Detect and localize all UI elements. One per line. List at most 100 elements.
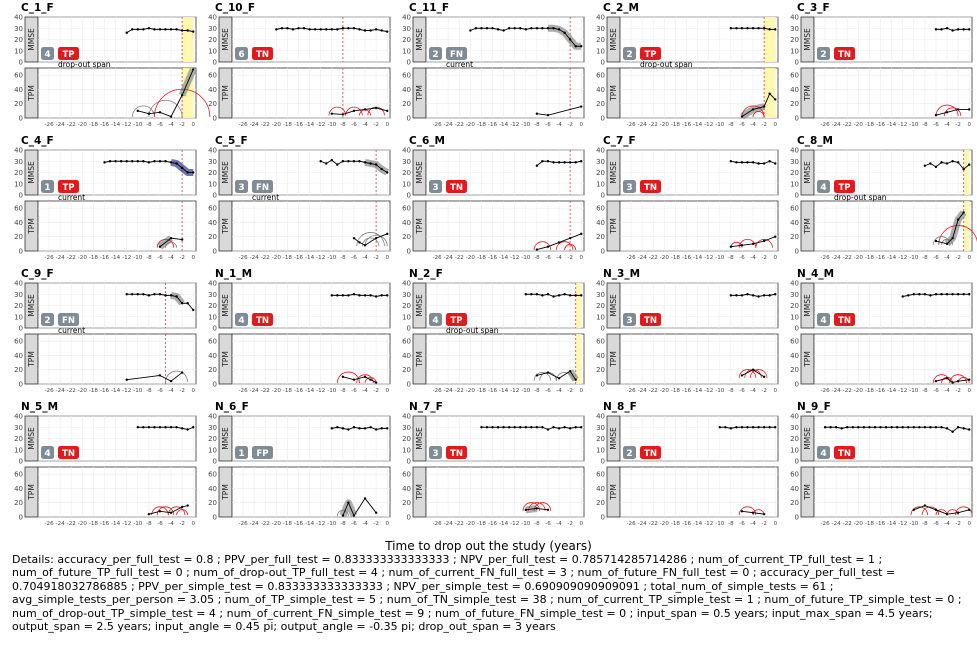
y-tick-label: 10 xyxy=(402,313,411,321)
tpm-arc xyxy=(176,509,189,516)
mmse-point xyxy=(568,427,572,430)
mmse-point xyxy=(164,294,167,297)
tpm-point xyxy=(740,510,744,513)
mmse-point xyxy=(557,28,561,31)
tpm-arc xyxy=(154,88,211,118)
mmse-strip-label: MMSE xyxy=(609,161,618,184)
tpm-plot-area xyxy=(425,67,585,119)
y-tick-label: 60 xyxy=(208,205,217,213)
y-tick-label: 40 xyxy=(14,352,23,360)
tpm-point xyxy=(774,98,777,101)
mmse-strip-label: MMSE xyxy=(609,28,618,51)
y-tick-label: 20 xyxy=(790,100,799,108)
mmse-point xyxy=(563,426,566,429)
mmse-point xyxy=(363,29,367,32)
mmse-point xyxy=(147,161,151,164)
status-badge-text: TN xyxy=(838,449,851,459)
x-tick-label: -6 xyxy=(351,255,357,261)
mmse-point xyxy=(923,426,927,429)
count-badge xyxy=(817,313,830,326)
mmse-point xyxy=(757,426,760,429)
x-tick-label: 0 xyxy=(579,521,583,527)
x-tick-label: -4 xyxy=(944,255,950,261)
x-tick-label: -14 xyxy=(305,255,315,261)
x-tick-label: -16 xyxy=(488,255,498,261)
tpm-point xyxy=(341,375,345,379)
y-tick-label: 30 xyxy=(14,158,23,166)
mmse-point xyxy=(568,294,572,297)
mmse-point xyxy=(308,28,311,31)
tpm-arc xyxy=(522,502,541,511)
mmse-point xyxy=(186,171,189,174)
y-tick-label: 30 xyxy=(208,291,217,299)
x-tick-label: -16 xyxy=(488,122,498,128)
x-tick-label: -2 xyxy=(761,388,767,394)
count-badge xyxy=(41,180,54,193)
x-tick-label: 0 xyxy=(967,388,971,394)
x-tick-label: -6 xyxy=(351,388,357,394)
x-tick-label: -20 xyxy=(466,255,476,261)
x-tick-label: -16 xyxy=(100,122,110,128)
x-tick-label: -14 xyxy=(305,521,315,527)
y-tick-label: 40 xyxy=(208,86,217,94)
tpm-strip-label: TPM xyxy=(609,484,618,501)
y-tick-label: 40 xyxy=(790,86,799,94)
mmse-point xyxy=(336,163,339,166)
x-tick-label: -20 xyxy=(272,388,282,394)
x-tick-label: -4 xyxy=(362,388,368,394)
mmse-strip-label: MMSE xyxy=(221,161,230,184)
y-tick-label: 10 xyxy=(14,180,23,188)
x-tick-label: -12 xyxy=(704,255,713,261)
y-tick-label: 20 xyxy=(208,36,217,44)
y-tick-label: 40 xyxy=(208,413,217,421)
x-tick-label: -2 xyxy=(955,388,961,394)
panel-title: C_7_F xyxy=(603,135,636,147)
mmse-point xyxy=(851,426,855,429)
count-badge xyxy=(429,446,442,459)
y-tick-label: 0 xyxy=(213,381,217,389)
x-tick-label: -8 xyxy=(146,255,152,261)
mmse-point xyxy=(907,294,910,297)
x-tick-label: -24 xyxy=(444,122,454,128)
mmse-point xyxy=(131,28,134,31)
x-tick-label: -2 xyxy=(373,388,379,394)
tpm-point xyxy=(169,379,173,383)
y-tick-label: 0 xyxy=(407,248,411,256)
tpm-arc xyxy=(156,506,175,516)
count-badge xyxy=(235,446,248,459)
x-tick-label: -16 xyxy=(876,388,886,394)
mmse-point xyxy=(918,293,921,296)
status-badge xyxy=(58,446,79,459)
drop-out-span xyxy=(575,334,582,384)
mmse-point xyxy=(347,27,350,30)
x-tick-label: -8 xyxy=(922,255,928,261)
x-tick-label: -24 xyxy=(250,388,260,394)
x-tick-label: -8 xyxy=(728,255,734,261)
mmse-point xyxy=(153,28,156,31)
x-tick-label: 0 xyxy=(773,255,777,261)
mmse-point xyxy=(491,426,494,429)
x-tick-label: -8 xyxy=(340,255,346,261)
y-tick-label: 20 xyxy=(790,233,799,241)
mmse-point xyxy=(158,28,162,31)
mmse-point xyxy=(142,293,145,296)
tpm-arc xyxy=(935,104,959,117)
mmse-point xyxy=(291,28,295,31)
tpm-point xyxy=(374,381,378,384)
y-tick-label: 20 xyxy=(790,366,799,374)
x-tick-label: -22 xyxy=(649,521,658,527)
tpm-strip-label: TPM xyxy=(27,218,36,235)
y-tick-label: 20 xyxy=(402,302,411,310)
tpm-strip-label: TPM xyxy=(415,85,424,102)
tpm-point xyxy=(386,232,389,236)
mmse-point xyxy=(175,295,178,298)
x-tick-label: -24 xyxy=(444,388,454,394)
x-tick-label: -22 xyxy=(455,255,464,261)
y-tick-label: 30 xyxy=(790,158,799,166)
tpm-point xyxy=(546,113,550,117)
x-tick-label: -26 xyxy=(433,521,443,527)
mmse-point xyxy=(740,27,744,30)
tpm-plot-area xyxy=(619,333,779,385)
